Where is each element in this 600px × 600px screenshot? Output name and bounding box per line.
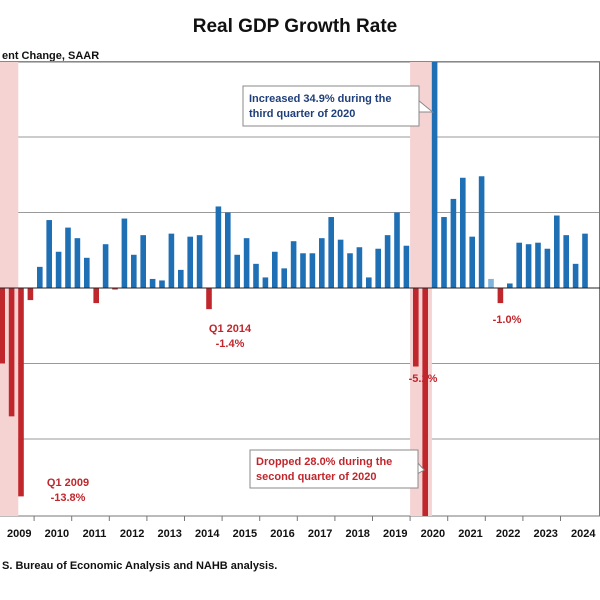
callout-box-drop — [249, 449, 419, 489]
bar — [337, 239, 344, 288]
data-label: Q1 2009 — [47, 477, 89, 489]
bars — [0, 62, 588, 516]
bar — [347, 253, 353, 288]
x-tick-label: 2016 — [270, 528, 294, 540]
x-tick-label: 2010 — [45, 528, 69, 540]
bar — [272, 251, 278, 288]
y-axis-label: ent Change, SAAR — [2, 50, 99, 62]
callout-text-drop: Dropped 28.0% during the — [256, 456, 392, 468]
bar — [394, 212, 400, 288]
x-tick-label: 2023 — [533, 528, 557, 540]
bar — [112, 288, 118, 290]
bar — [102, 244, 109, 288]
bar — [450, 198, 457, 288]
bar — [65, 227, 71, 288]
data-label: -13.8% — [51, 492, 86, 504]
bar — [431, 62, 438, 288]
x-tick-label: 2019 — [383, 528, 407, 540]
bar — [8, 288, 15, 417]
source-note: S. Bureau of Economic Analysis and NAHB … — [2, 560, 277, 572]
bar — [300, 253, 306, 288]
bar — [225, 212, 231, 288]
bar — [563, 235, 569, 288]
bar — [215, 206, 222, 288]
callout-text-increase: third quarter of 2020 — [249, 108, 355, 120]
x-tick-label: 2013 — [157, 528, 181, 540]
bar — [319, 238, 325, 288]
bar — [478, 176, 485, 288]
bar — [140, 235, 146, 288]
x-tick-label: 2024 — [571, 528, 596, 540]
bar — [168, 233, 175, 288]
bar — [413, 288, 419, 367]
bar — [366, 277, 372, 288]
x-tick-label: 2018 — [345, 528, 369, 540]
bar — [281, 268, 287, 288]
bar — [27, 288, 34, 301]
bar — [290, 241, 297, 288]
x-tick-labels: 2009 2010 2011 2012 2013 2014 2015 2016 2017 2018… — [7, 516, 596, 540]
bar — [516, 242, 522, 288]
data-label: -1.4% — [216, 338, 245, 350]
x-tick-label: 2015 — [233, 528, 257, 540]
bar — [356, 247, 363, 288]
bar — [525, 244, 532, 288]
bar — [196, 235, 203, 288]
bar — [37, 266, 43, 288]
x-tick-label: 2014 — [195, 528, 220, 540]
bar — [309, 253, 316, 288]
bar — [93, 288, 99, 304]
x-tick-label: 2009 — [7, 528, 31, 540]
data-label: -1.0% — [493, 314, 522, 326]
bar — [149, 278, 156, 288]
bar — [488, 278, 494, 288]
x-tick-label: 2021 — [458, 528, 482, 540]
bar — [460, 177, 466, 288]
chart-title: Real GDP Growth Rate — [193, 16, 397, 37]
bar — [582, 233, 588, 288]
bar — [206, 288, 212, 310]
bar — [262, 277, 269, 288]
data-label: Q1 2014 — [209, 323, 252, 335]
bar — [121, 218, 128, 288]
bar — [422, 288, 428, 516]
bar — [469, 236, 475, 288]
bar — [0, 288, 5, 364]
x-tick-label: 2017 — [308, 528, 332, 540]
bar — [187, 236, 193, 288]
callout-text-drop: second quarter of 2020 — [256, 471, 376, 483]
bar — [159, 280, 165, 288]
x-tick-label: 2011 — [83, 528, 107, 540]
bar — [234, 254, 240, 288]
bar — [253, 263, 259, 288]
data-label: -5.2% — [409, 373, 438, 385]
bar — [507, 283, 513, 288]
callout-text-increase: Increased 34.9% during the — [249, 93, 391, 105]
bar — [178, 269, 184, 288]
bar — [441, 217, 447, 288]
bar — [535, 242, 541, 288]
x-tick-label: 2020 — [421, 528, 445, 540]
bar — [18, 288, 24, 497]
bar — [572, 263, 579, 288]
x-tick-label: 2022 — [496, 528, 520, 540]
bar — [74, 238, 81, 288]
x-tick-label: 2012 — [120, 528, 144, 540]
annotations: Increased 34.9% during the third quarter … — [47, 85, 522, 504]
bar — [544, 248, 551, 288]
bar — [497, 288, 504, 304]
bar — [84, 257, 90, 288]
bar — [375, 248, 381, 288]
bar — [46, 220, 52, 288]
callout-box-increase — [242, 85, 420, 127]
bar — [328, 217, 334, 288]
bar — [384, 235, 391, 288]
bar — [131, 254, 137, 288]
bar — [243, 238, 250, 288]
bar — [554, 215, 560, 288]
bar — [55, 251, 62, 288]
bar — [403, 245, 410, 288]
